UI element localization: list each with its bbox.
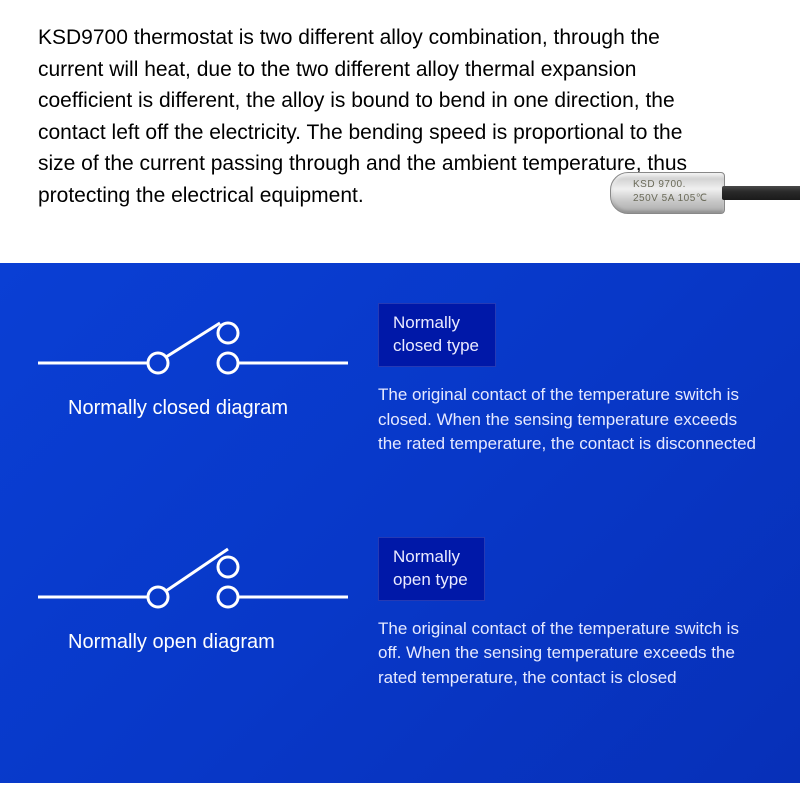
nc-right-node-top [218, 323, 238, 343]
normally-open-diagram-icon [28, 537, 358, 617]
nc-description: The original contact of the temperature … [378, 383, 758, 457]
nc-type-tag: Normallyclosed type [378, 303, 496, 367]
no-type-tag: Normallyopen type [378, 537, 485, 601]
no-left-node [148, 587, 168, 607]
thermostat-label-line1: KSD 9700. [633, 179, 686, 190]
nc-diagram-column: Normally closed diagram [28, 303, 358, 420]
nc-right-node-bottom [218, 353, 238, 373]
diagram-panel: Normally closed diagram Normallyclosed t… [0, 263, 800, 783]
normally-closed-diagram-icon [28, 303, 358, 383]
intro-section: KSD9700 thermostat is two different allo… [0, 0, 800, 221]
no-diagram-column: Normally open diagram [28, 537, 358, 654]
no-right-node-top [218, 557, 238, 577]
nc-left-node [148, 353, 168, 373]
no-diagram-label: Normally open diagram [68, 631, 358, 654]
thermostat-body: KSD 9700. 250V 5A 105℃ [610, 172, 725, 214]
no-right-node-bottom [218, 587, 238, 607]
thermostat-label-line2: 250V 5A 105℃ [633, 193, 708, 204]
no-text-column: Normallyopen type The original contact o… [378, 537, 772, 691]
thermostat-photo: KSD 9700. 250V 5A 105℃ [600, 160, 800, 230]
nc-diagram-label: Normally closed diagram [68, 397, 358, 420]
normally-closed-block: Normally closed diagram Normallyclosed t… [28, 303, 772, 457]
nc-switch-arm [166, 323, 220, 357]
nc-text-column: Normallyclosed type The original contact… [378, 303, 772, 457]
normally-open-block: Normally open diagram Normallyopen type … [28, 537, 772, 691]
thermostat-wire [722, 186, 800, 200]
no-description: The original contact of the temperature … [378, 617, 758, 691]
